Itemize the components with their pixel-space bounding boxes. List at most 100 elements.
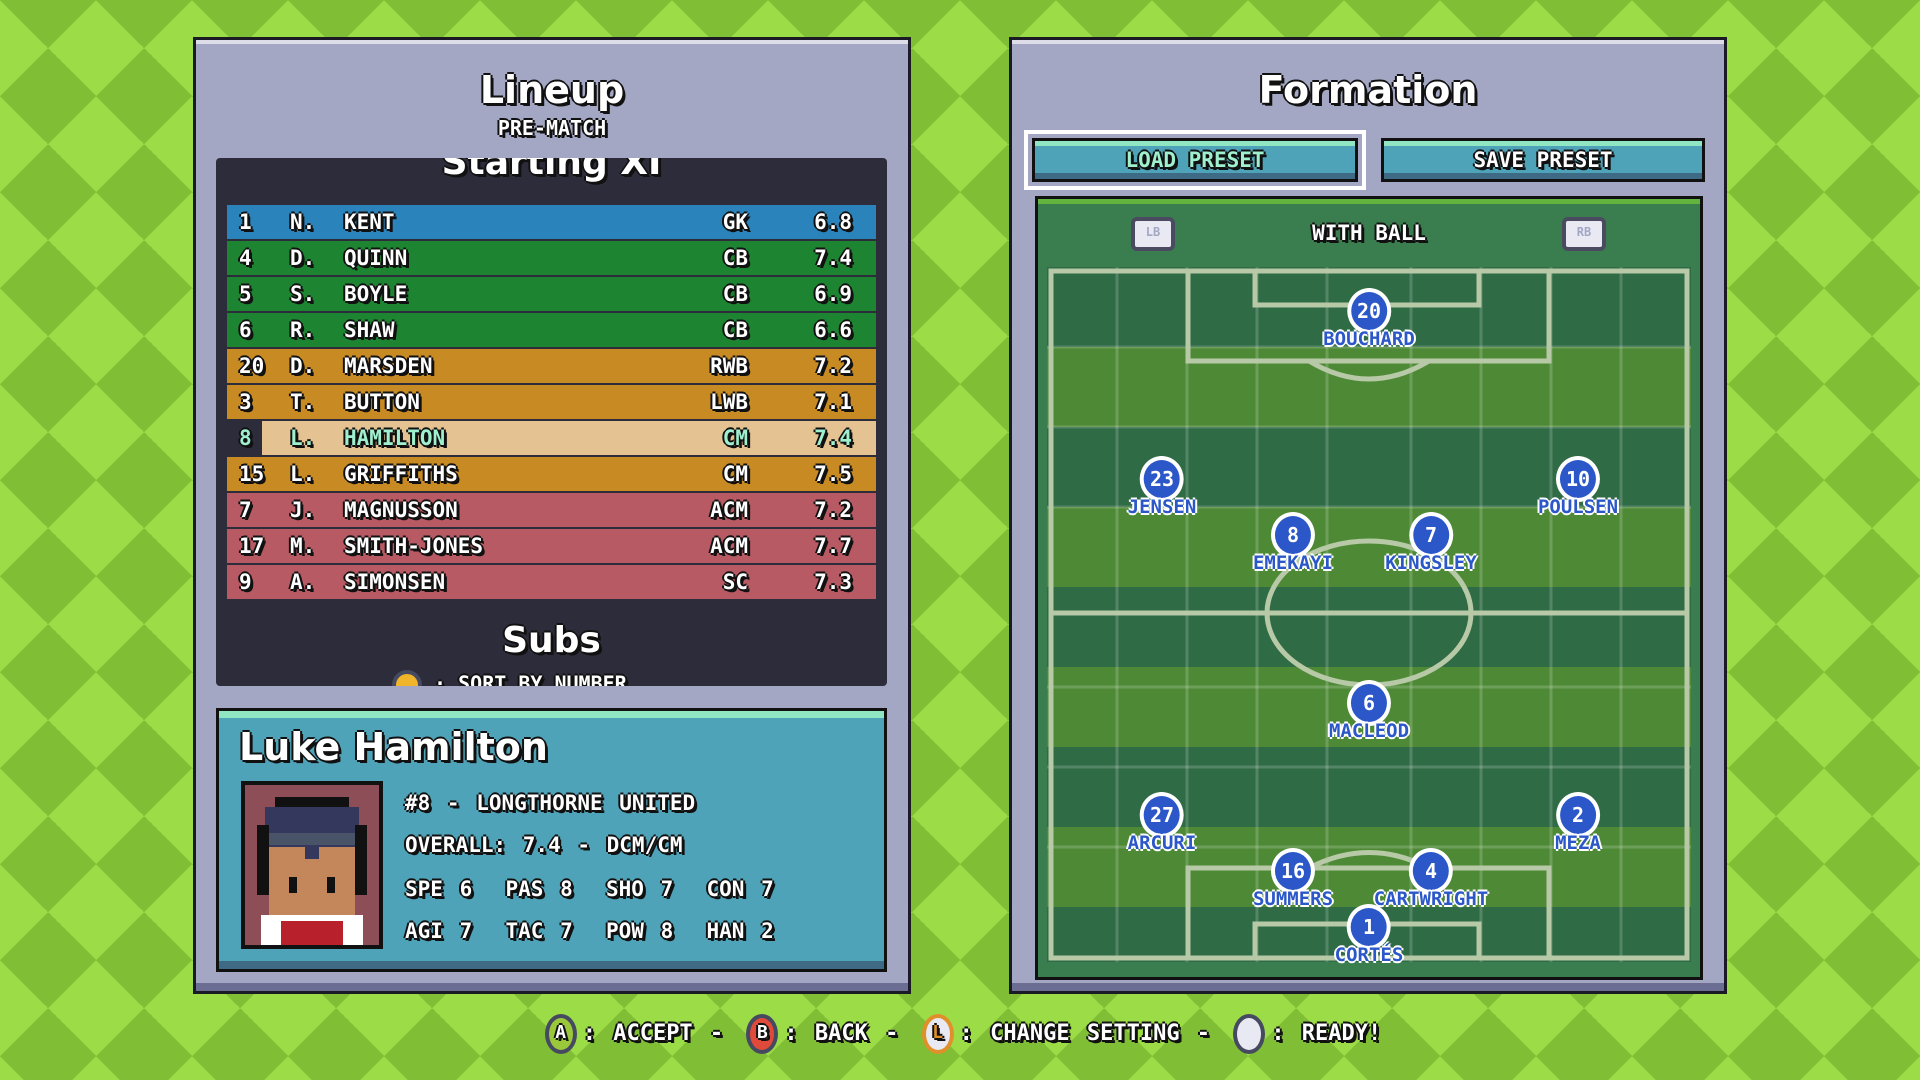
- lineup-row[interactable]: 17 M. SMITH-JONES ACM 7.7: [227, 529, 876, 563]
- lineup-panel: Lineup PRE-MATCH Starting XI 1 N. KENT GK 6.…: [193, 37, 911, 994]
- player-rating: 7.4: [814, 246, 852, 270]
- player-name: KENT: [344, 210, 395, 234]
- pitch-player-name: MEZA: [1555, 832, 1601, 854]
- sort-hint[interactable]: · SORT BY NUMBER: [392, 670, 627, 686]
- change-setting-hint: : CHANGE SETTING -: [959, 1021, 1211, 1046]
- b-button-icon: B: [746, 1014, 779, 1054]
- player-pos: RWB: [710, 354, 748, 378]
- lineup-row[interactable]: 6 R. SHAW CB 6.6: [227, 313, 876, 347]
- lineup-subtitle: PRE-MATCH: [497, 116, 607, 140]
- player-pos: CM: [722, 426, 748, 450]
- player-rating: 7.4: [814, 426, 852, 450]
- player-name: BOYLE: [344, 282, 408, 306]
- starting-xi-heading: Starting XI: [441, 158, 662, 183]
- pitch[interactable]: 20 BOUCHARD 23 JENSEN 10 POULSEN 8 EMEKAYI 7 KING…: [1047, 267, 1691, 966]
- formation-panel: Formation LOAD PRESET SAVE PRESET LB WIT…: [1009, 37, 1727, 994]
- pitch-container: LB WITH BALL RB 20 BOUCHARD 23 JENSEN: [1035, 196, 1703, 980]
- player-init: M.: [290, 534, 316, 558]
- player-num: 15: [239, 462, 265, 486]
- pitch-player[interactable]: 16 SUMMERS: [1253, 848, 1333, 910]
- a-button-icon: A: [544, 1014, 577, 1054]
- player-init: N.: [290, 210, 316, 234]
- pitch-player[interactable]: 10 POULSEN: [1538, 456, 1618, 518]
- player-name: MAGNUSSON: [344, 498, 458, 522]
- player-name: GRIFFITHS: [344, 462, 458, 486]
- player-init: A.: [290, 570, 316, 594]
- player-name: BUTTON: [344, 390, 420, 414]
- lineup-row[interactable]: 1 N. KENT GK 6.8: [227, 205, 876, 239]
- pitch-player-name: MACLEOD: [1328, 720, 1410, 742]
- lineup-row[interactable]: 5 S. BOYLE CB 6.9: [227, 277, 876, 311]
- player-pos: CB: [722, 318, 748, 342]
- lb-button-icon[interactable]: LB: [1131, 217, 1175, 251]
- player-stats-line-1: SPE 6 PAS 8 SHO 7 CON 7: [405, 877, 774, 901]
- menu-button-icon: [1233, 1014, 1266, 1054]
- pitch-player[interactable]: 7 KINGSLEY: [1385, 512, 1477, 574]
- formation-mode-label: WITH BALL: [1312, 221, 1426, 245]
- controls-hint-bar: A: ACCEPT - B: BACK - L: CHANGE SETTING …: [0, 1014, 1920, 1054]
- pitch-player-name: JENSEN: [1127, 496, 1197, 518]
- pitch-player[interactable]: 6 MACLEOD: [1329, 680, 1409, 742]
- lineup-list[interactable]: Starting XI 1 N. KENT GK 6.8 4 D. QUINN CB 7.4 5 S.…: [216, 158, 887, 686]
- pitch-player[interactable]: 4 CARTWRIGHT: [1374, 848, 1488, 910]
- save-preset-button[interactable]: SAVE PRESET: [1381, 138, 1705, 182]
- lineup-row[interactable]: 15 L. GRIFFITHS CM 7.5: [227, 457, 876, 491]
- player-pos: ACM: [710, 534, 748, 558]
- pitch-player[interactable]: 2 MEZA: [1555, 792, 1601, 854]
- lineup-row[interactable]: 3 T. BUTTON LWB 7.1: [227, 385, 876, 419]
- player-pos: CB: [722, 282, 748, 306]
- player-num: 8: [239, 426, 252, 450]
- pitch-player-name: BOUCHARD: [1323, 328, 1415, 350]
- lineup-row[interactable]: 4 D. QUINN CB 7.4: [227, 241, 876, 275]
- player-name: Luke Hamilton: [239, 725, 548, 769]
- rb-button-icon[interactable]: RB: [1562, 217, 1606, 251]
- lineup-row[interactable]: 9 A. SIMONSEN SC 7.3: [227, 565, 876, 599]
- pitch-player[interactable]: 20 BOUCHARD: [1323, 288, 1415, 350]
- lineup-row[interactable]: 8 L. HAMILTON CM 7.4: [239, 421, 876, 455]
- player-marker: 27: [1139, 792, 1184, 838]
- player-pos: LWB: [710, 390, 748, 414]
- pitch-player-name: CORTÉS: [1334, 944, 1404, 966]
- lineup-row[interactable]: 20 D. MARSDEN RWB 7.2: [227, 349, 876, 383]
- player-num: 5: [239, 282, 252, 306]
- player-rating: 6.9: [814, 282, 852, 306]
- player-num: 3: [239, 390, 252, 414]
- player-init: T.: [290, 390, 316, 414]
- pitch-player-name: POULSEN: [1537, 496, 1619, 518]
- lineup-title: Lineup: [479, 68, 625, 112]
- player-marker: 6: [1346, 680, 1391, 726]
- player-marker: 1: [1346, 904, 1391, 950]
- player-init: S.: [290, 282, 316, 306]
- player-init: L.: [290, 426, 316, 450]
- lineup-row[interactable]: 7 J. MAGNUSSON ACM 7.2: [227, 493, 876, 527]
- player-name: QUINN: [344, 246, 408, 270]
- subs-heading: Subs: [502, 620, 601, 661]
- player-marker: 2: [1555, 792, 1600, 838]
- y-button-icon: [392, 670, 422, 686]
- player-rating: 7.2: [814, 498, 852, 522]
- save-preset-label: SAVE PRESET: [1473, 148, 1613, 172]
- player-marker: 23: [1139, 456, 1184, 502]
- player-marker: 8: [1270, 512, 1315, 558]
- player-num: 6: [239, 318, 252, 342]
- pitch-player[interactable]: 1 CORTÉS: [1334, 904, 1404, 966]
- pitch-player[interactable]: 23 JENSEN: [1127, 456, 1197, 518]
- player-num: 9: [239, 570, 252, 594]
- player-name: HAMILTON: [344, 426, 446, 450]
- player-team-line: #8 - LONGTHORNE UNITED: [405, 791, 696, 815]
- pitch-player[interactable]: 8 EMEKAYI: [1253, 512, 1333, 574]
- player-rating: 7.1: [814, 390, 852, 414]
- pitch-player[interactable]: 27 ARCURI: [1128, 792, 1196, 854]
- player-init: D.: [290, 354, 316, 378]
- player-name: SHAW: [344, 318, 395, 342]
- player-name: SMITH-JONES: [344, 534, 484, 558]
- accept-hint: : ACCEPT -: [582, 1021, 724, 1046]
- pitch-player-name: KINGSLEY: [1385, 552, 1477, 574]
- l-stick-icon: L: [921, 1014, 954, 1054]
- player-init: R.: [290, 318, 316, 342]
- pitch-player-name: EMEKAYI: [1252, 552, 1334, 574]
- player-info-card: Luke Hamilton #8 - LONGTHORNE UNITED OVE…: [216, 708, 887, 972]
- player-pos: GK: [722, 210, 748, 234]
- load-preset-button[interactable]: LOAD PRESET: [1024, 130, 1366, 190]
- player-name: MARSDEN: [344, 354, 433, 378]
